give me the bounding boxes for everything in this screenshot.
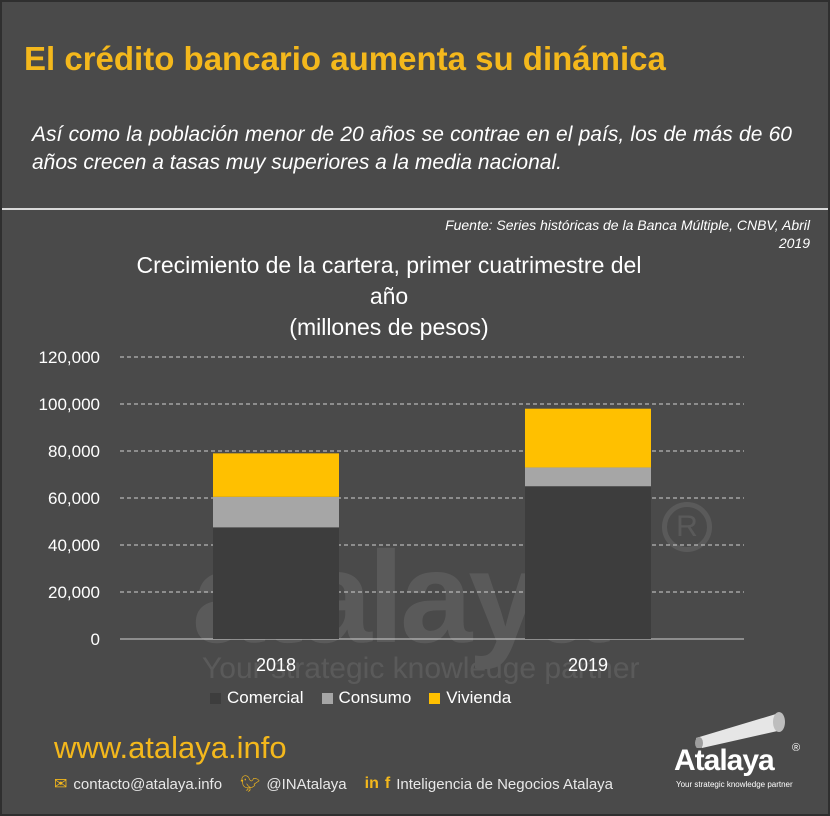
email-link[interactable]: contacto@atalaya.info <box>73 775 223 793</box>
legend-label-vivienda: Vivienda <box>446 688 512 707</box>
chart-title-line-1: Crecimiento de la cartera, primer cuatri… <box>136 252 642 278</box>
legend-label-consumo: Consumo <box>338 688 412 707</box>
y-tick-label: 60,000 <box>48 489 100 508</box>
y-tick-label: 80,000 <box>48 442 100 461</box>
source-line-1: Fuente: Series históricas de la Banca Mú… <box>445 217 810 233</box>
linkedin-icon: in <box>364 775 379 792</box>
social-label[interactable]: Inteligencia de Negocios Atalaya <box>396 775 613 793</box>
chart-legend: Comercial Consumo Vivienda <box>210 688 529 708</box>
chart-title: Crecimiento de la cartera, primer cuatri… <box>74 250 704 343</box>
x-tick-label: 2018 <box>256 655 296 675</box>
facebook-icon: f <box>384 775 391 792</box>
y-tick-label: 0 <box>91 630 100 649</box>
bar-segment-comercial-2019 <box>525 486 651 639</box>
watermark-tagline: Your strategic knowledge partner <box>202 652 640 685</box>
contact-row: ✉ contacto@atalaya.info 🐦︎ @INAtalaya in… <box>54 774 613 794</box>
bar-segment-vivienda-2019 <box>525 408 651 468</box>
logo-tagline: Your strategic knowledge partner <box>676 780 793 789</box>
y-tick-label: 40,000 <box>48 536 100 555</box>
mail-icon: ✉ <box>54 776 68 793</box>
legend-swatch-vivienda <box>429 692 441 704</box>
chart-title-line-3: (millones de pesos) <box>289 314 489 340</box>
legend-swatch-consumo <box>321 692 333 704</box>
legend-item-consumo: Consumo <box>321 688 412 708</box>
atalaya-logo: Atalaya ® Your strategic knowledge partn… <box>666 708 816 804</box>
twitter-icon: 🐦︎ <box>240 776 261 793</box>
legend-label-comercial: Comercial <box>227 688 304 707</box>
bar-segment-comercial-2018 <box>213 527 339 639</box>
page-subtitle: Así como la población menor de 20 años s… <box>32 123 792 174</box>
website-link[interactable]: www.atalaya.info <box>54 730 287 765</box>
y-tick-label: 120,000 <box>39 348 100 367</box>
page-title: El crédito bancario aumenta su dinámica <box>24 40 666 77</box>
chart-title-line-2: año <box>369 283 409 309</box>
legend-swatch-comercial <box>210 692 221 704</box>
legend-item-comercial: Comercial <box>210 688 304 708</box>
registered-mark-icon: R <box>662 502 712 552</box>
logo-word: Atalaya <box>674 744 775 777</box>
y-tick-label: 100,000 <box>39 395 100 414</box>
telescope-icon <box>695 712 785 749</box>
logo-registered-icon: ® <box>792 742 801 754</box>
bar-segment-consumo-2019 <box>525 467 651 487</box>
source-note: Fuente: Series históricas de la Banca Mú… <box>350 216 810 252</box>
x-tick-label: 2019 <box>568 655 608 675</box>
divider <box>2 208 828 210</box>
bar-segment-vivienda-2018 <box>213 453 339 497</box>
source-line-2: 2019 <box>778 235 810 251</box>
stacked-bar-chart: 0 20,000 40,000 60,000 80,000 100,000 120,000 2… <box>39 348 744 675</box>
twitter-link[interactable]: @INAtalaya <box>266 775 347 793</box>
y-tick-label: 20,000 <box>48 583 100 602</box>
bar-segment-consumo-2018 <box>213 496 339 528</box>
legend-item-vivienda: Vivienda <box>429 688 511 708</box>
